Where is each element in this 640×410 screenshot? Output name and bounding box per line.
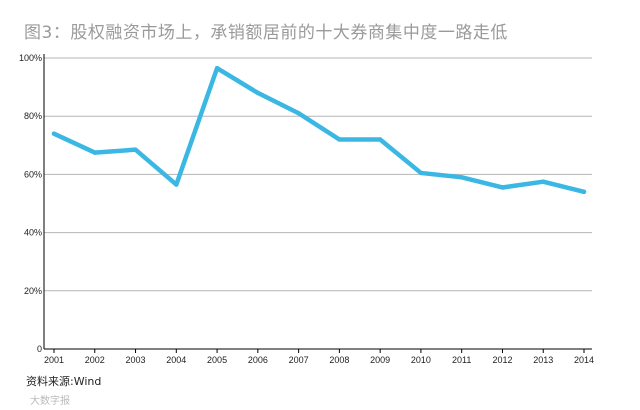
data-point [337,137,342,142]
x-tick-label: 2010 [411,355,431,365]
x-tick-label: 2005 [207,355,227,365]
data-point [377,137,383,142]
data-point [133,147,138,152]
data-point [459,175,464,180]
x-tick-label: 2009 [370,355,390,365]
x-tick-label: 2004 [166,355,186,365]
x-tick-label: 2014 [574,355,594,365]
y-axis-ticks: 0 20% 40% 60% 80% 100% [19,53,42,354]
x-tick-label: 2007 [289,355,309,365]
chart-title: 图3：股权融资市场上，承销额居前的十大券商集中度一路走低 [24,23,508,43]
x-tick-label: 2002 [85,355,105,365]
data-point [541,179,546,184]
watermark: 大数字报 [30,396,70,407]
grid-lines [43,54,592,350]
x-tick-label: 2013 [533,355,553,365]
x-tick-label: 2011 [452,355,471,365]
x-tick-label: 2008 [329,355,349,365]
data-point [418,170,424,176]
y-tick-label: 40% [24,228,42,238]
x-tick-label: 2001 [44,355,64,365]
data-point [51,131,57,136]
x-axis-ticks: 2001 2002 2003 2004 2005 2006 2007 2008 2009 2010… [44,349,594,365]
y-tick-label: 0 [37,344,42,354]
data-point [92,150,97,155]
data-point [500,185,505,190]
data-point [214,65,220,71]
x-tick-label: 2003 [126,355,146,365]
series-layer [51,65,587,195]
data-point [255,90,261,96]
y-tick-label: 100% [19,53,42,63]
data-point [581,189,587,195]
data-point [296,111,301,116]
x-tick-label: 2012 [492,355,512,365]
y-tick-label: 80% [24,111,42,121]
x-tick-label: 2006 [248,355,268,365]
series-line [51,65,587,195]
source-note: 资料来源:Wind [26,375,102,388]
y-tick-label: 20% [24,286,42,296]
data-point [174,182,179,187]
y-tick-label: 60% [24,169,42,179]
